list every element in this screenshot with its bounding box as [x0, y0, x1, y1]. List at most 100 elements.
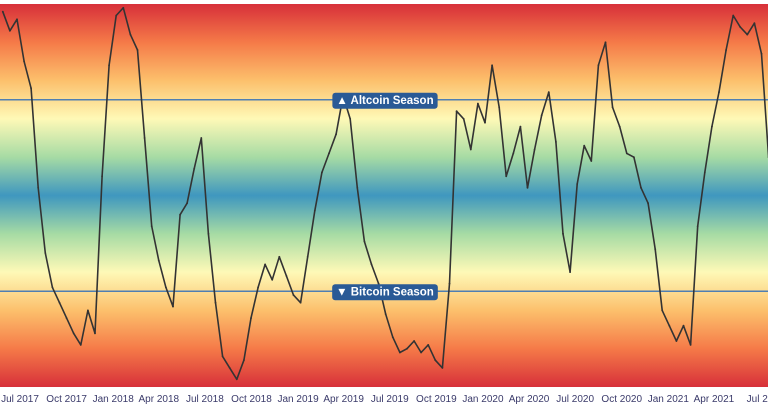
x-tick-label: Jan 2019 [277, 394, 319, 405]
data-point [434, 359, 436, 361]
data-point [413, 340, 415, 342]
data-point [16, 18, 18, 20]
data-point [647, 202, 649, 204]
data-point [711, 126, 713, 128]
data-point [378, 283, 380, 285]
data-point [257, 287, 259, 289]
data-point [200, 137, 202, 139]
data-point [633, 156, 635, 158]
data-point [470, 149, 472, 151]
data-point [37, 187, 39, 189]
x-tick-label: Oct 2020 [601, 394, 642, 405]
altcoin-season-label: ▲ Altcoin Season [332, 93, 437, 109]
data-point [704, 172, 706, 174]
data-point [498, 107, 500, 109]
data-point [491, 64, 493, 66]
data-point [661, 310, 663, 312]
data-point [250, 317, 252, 319]
data-point [23, 61, 25, 63]
data-point [371, 264, 373, 266]
data-point [9, 30, 11, 32]
data-point [286, 275, 288, 277]
data-point [725, 49, 727, 51]
data-point [151, 225, 153, 227]
data-point [293, 294, 295, 296]
x-tick-label: Apr 2019 [323, 394, 364, 405]
data-point [392, 336, 394, 338]
data-point [668, 325, 670, 327]
data-point [385, 313, 387, 315]
data-point [165, 287, 167, 289]
data-point [576, 183, 578, 185]
data-point [697, 225, 699, 227]
x-tick-label: Apr 2020 [509, 394, 550, 405]
data-point [278, 256, 280, 258]
data-point [364, 241, 366, 243]
x-tick-label: Oct 2018 [231, 394, 272, 405]
data-point [356, 187, 358, 189]
data-point [654, 248, 656, 250]
x-tick-label: Jan 2021 [648, 394, 690, 405]
data-point [122, 7, 124, 9]
data-point [676, 340, 678, 342]
x-tick-label: Oct 2017 [46, 394, 87, 405]
data-point [2, 11, 4, 13]
data-point [477, 103, 479, 105]
x-tick-label: Apr 2021 [694, 394, 735, 405]
data-point [463, 118, 465, 120]
x-tick-label: Jan 2020 [462, 394, 504, 405]
x-tick-label: Jul 2017 [1, 394, 39, 405]
data-point [555, 141, 557, 143]
data-point [52, 287, 54, 289]
bitcoin-season-label: ▼ Bitcoin Season [332, 284, 438, 300]
threshold-label-text: ▲ Altcoin Season [336, 95, 433, 107]
x-tick-label: Jul 2019 [371, 394, 409, 405]
data-point [427, 344, 429, 346]
data-point [754, 22, 756, 24]
data-point [264, 264, 266, 266]
data-point [229, 367, 231, 369]
data-point [137, 49, 139, 51]
data-point [108, 64, 110, 66]
data-point [158, 260, 160, 262]
data-point [746, 34, 748, 36]
data-point [300, 302, 302, 304]
data-point [349, 118, 351, 120]
data-point [732, 15, 734, 17]
data-point [236, 378, 238, 380]
x-tick-label: Oct 2019 [416, 394, 457, 405]
data-point [321, 172, 323, 174]
data-point [144, 137, 146, 139]
x-tick-label: Jan 2018 [93, 394, 135, 405]
data-point [449, 283, 451, 285]
data-point [598, 64, 600, 66]
data-point [626, 153, 628, 155]
data-point [406, 348, 408, 350]
data-point [307, 256, 309, 258]
data-point [179, 214, 181, 216]
data-point [222, 356, 224, 358]
data-point [718, 91, 720, 93]
data-point [612, 107, 614, 109]
data-point [335, 133, 337, 135]
data-point [548, 91, 550, 93]
data-point [442, 367, 444, 369]
data-point [80, 344, 82, 346]
data-point [583, 145, 585, 147]
data-point [562, 233, 564, 235]
data-point [172, 306, 174, 308]
data-point [115, 15, 117, 17]
data-point [619, 126, 621, 128]
data-point [193, 168, 195, 170]
data-point [399, 352, 401, 354]
data-point [208, 233, 210, 235]
data-point [484, 122, 486, 124]
data-point [505, 175, 507, 177]
threshold-label-text: ▼ Bitcoin Season [336, 286, 434, 298]
data-point [314, 210, 316, 212]
data-point [420, 352, 422, 354]
data-point [569, 271, 571, 273]
data-point [186, 202, 188, 204]
data-point [456, 110, 458, 112]
